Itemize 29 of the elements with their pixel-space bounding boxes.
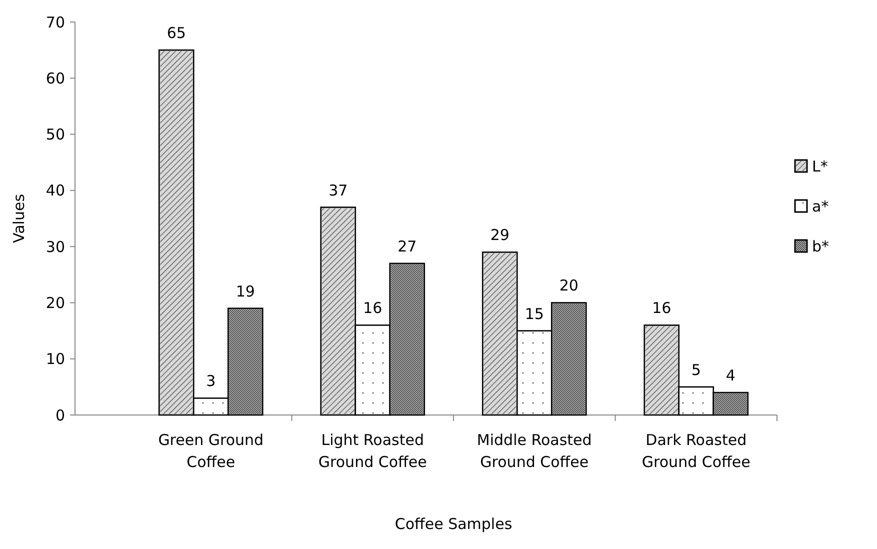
- y-tick-label: 70: [46, 13, 65, 32]
- data-label: 16: [652, 299, 672, 318]
- x-tick-label: Middle Roasted Ground Coffee: [476, 431, 592, 471]
- data-label: 15: [524, 304, 544, 323]
- data-label: 65: [166, 24, 186, 42]
- data-label: 37: [328, 181, 348, 200]
- data-label: 19: [236, 282, 255, 300]
- legend-label: L*: [812, 157, 828, 176]
- data-label: 29: [490, 226, 510, 244]
- data-label: 27: [398, 237, 417, 256]
- x-tick-label: Dark Roasted Ground Coffee: [642, 431, 750, 471]
- y-tick-label: 50: [46, 126, 65, 144]
- x-tick-label: Green Ground Coffee: [158, 431, 264, 471]
- x-tick-label: Light Roasted Ground Coffee: [318, 431, 427, 471]
- y-tick-label: 60: [46, 69, 65, 88]
- y-tick-label: 20: [46, 294, 65, 312]
- data-label: 4: [726, 366, 736, 385]
- legend-label: b*: [812, 237, 830, 256]
- data-label: 16: [363, 299, 382, 318]
- data-label: 3: [206, 372, 216, 390]
- y-axis-title: Values: [10, 194, 28, 244]
- y-tick-label: 10: [46, 350, 65, 368]
- y-tick-label: 0: [55, 406, 65, 424]
- x-axis-title: Coffee Samples: [394, 515, 512, 533]
- data-label: 5: [691, 360, 701, 379]
- y-tick-label: 40: [46, 182, 65, 200]
- data-label: 20: [559, 276, 578, 295]
- y-tick-label: 30: [46, 238, 65, 256]
- legend-label: a*: [812, 197, 830, 216]
